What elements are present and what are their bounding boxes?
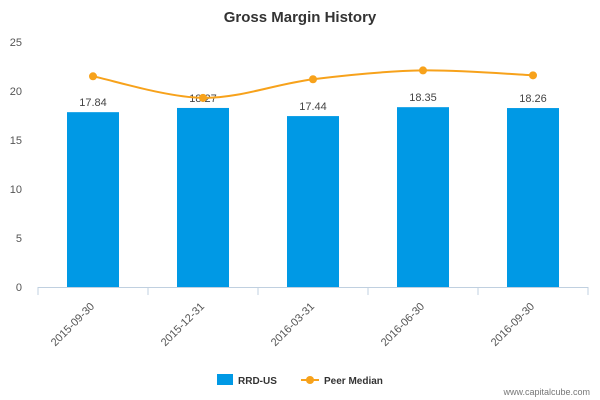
x-tick-label: 2016-06-30 — [379, 301, 427, 349]
x-tick-label: 2016-03-31 — [269, 301, 317, 349]
y-tick-label: 10 — [10, 184, 22, 196]
peer-median-line — [89, 66, 537, 102]
bar-rrd-us[interactable] — [397, 107, 449, 287]
bar-rrd-us[interactable] — [287, 116, 339, 287]
chart-title: Gross Margin History — [224, 9, 377, 26]
y-axis: 0 5 10 15 20 25 — [10, 37, 22, 294]
y-tick-label: 5 — [16, 233, 22, 245]
peer-median-path — [92, 69, 534, 99]
legend: RRD-US Peer Median — [217, 374, 383, 387]
bar-data-label: 17.84 — [79, 97, 107, 109]
bar-rrd-us[interactable] — [177, 107, 229, 287]
x-axis: 2015-09-30 2015-12-31 2016-03-31 2016-06-30… — [37, 287, 589, 349]
y-tick-label: 25 — [10, 37, 22, 49]
legend-label-peer-median[interactable]: Peer Median — [324, 376, 383, 387]
bar-rrd-us[interactable] — [67, 112, 119, 287]
x-tick-label: 2015-09-30 — [49, 301, 97, 349]
legend-swatch-rrd-us[interactable] — [217, 374, 233, 385]
bar-data-label: 18.26 — [519, 93, 547, 105]
y-tick-label: 0 — [16, 282, 22, 294]
bar-data-label: 17.44 — [299, 101, 327, 113]
peer-median-point[interactable] — [89, 72, 97, 81]
x-tick-label: 2016-09-30 — [489, 301, 537, 349]
bar-data-label: 18.35 — [409, 92, 437, 104]
peer-median-point[interactable] — [419, 66, 427, 75]
y-tick-label: 20 — [10, 86, 22, 98]
bar-rrd-us[interactable] — [507, 108, 559, 287]
watermark: www.capitalcube.com — [502, 387, 590, 397]
bars — [67, 107, 559, 287]
legend-label-rrd-us[interactable]: RRD-US — [238, 376, 277, 387]
y-tick-label: 15 — [10, 135, 22, 147]
peer-median-point[interactable] — [199, 93, 207, 102]
legend-marker-peer-median[interactable] — [306, 376, 314, 384]
peer-median-point[interactable] — [309, 75, 317, 84]
x-tick-label: 2015-12-31 — [159, 301, 207, 349]
peer-median-point[interactable] — [529, 71, 537, 80]
